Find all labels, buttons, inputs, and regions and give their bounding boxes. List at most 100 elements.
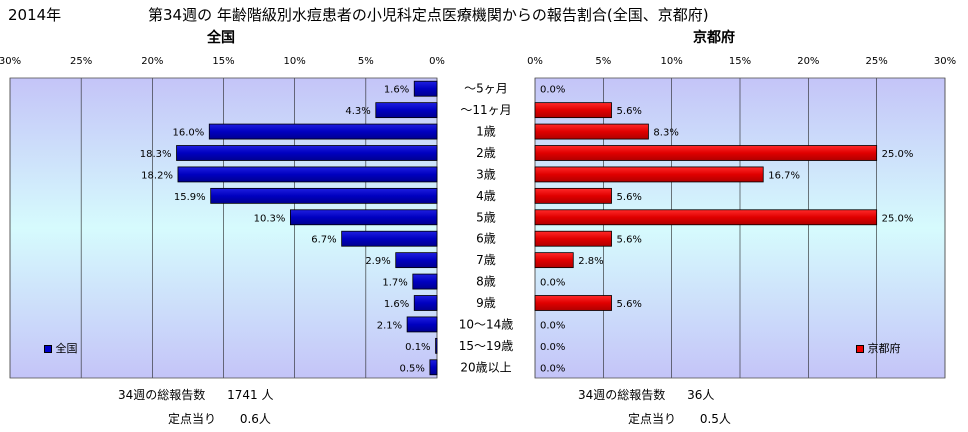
right-bar xyxy=(534,123,649,140)
right-bar-value-label: 25.0% xyxy=(882,213,914,224)
right-bar xyxy=(534,102,612,119)
right-summary-total: 34週の総報告数 36人 xyxy=(578,386,714,403)
right-bar-value-label: 5.6% xyxy=(617,192,642,203)
right-x-tick-label: 5% xyxy=(595,56,611,67)
right-bar-value-label: 16.7% xyxy=(768,170,800,181)
year-label: 2014年 xyxy=(8,6,62,24)
left-bar-value-label: 16.0% xyxy=(172,128,204,139)
right-per-value: 0.5人 xyxy=(699,412,731,426)
right-bar xyxy=(534,252,574,269)
left-bar xyxy=(208,123,438,140)
left-bar xyxy=(413,80,438,97)
left-bar xyxy=(375,102,438,119)
right-legend-label: 京都府 xyxy=(867,342,901,355)
left-plot-area: 0% 5% 10% 15% 20% 25% 30% 1.6% 4.3% 16.0%18.3% 18.… xyxy=(0,56,445,379)
right-bar-value-label: 0.0% xyxy=(540,342,565,353)
right-bar xyxy=(534,145,878,161)
right-x-tick-label: 30% xyxy=(934,56,956,67)
right-plot-border xyxy=(534,77,946,379)
category-label: 15～19歳 xyxy=(459,339,514,353)
left-x-tick-label: 15% xyxy=(212,56,234,67)
left-summary-total: 34週の総報告数 1741 人 xyxy=(118,386,273,403)
left-total-label: 34週の総報告数 xyxy=(118,388,206,402)
right-x-tick-label: 15% xyxy=(729,56,751,67)
right-bar xyxy=(534,166,764,183)
right-bar-value-label: 0.0% xyxy=(540,320,565,331)
left-bar xyxy=(289,209,438,226)
left-legend-swatch xyxy=(44,345,52,353)
right-total-label: 34週の総報告数 xyxy=(578,388,666,402)
left-x-tick-label: 20% xyxy=(141,56,163,67)
left-bar xyxy=(413,295,438,311)
right-legend-swatch xyxy=(856,345,864,353)
left-bar-value-label: 0.5% xyxy=(399,363,424,374)
right-bar xyxy=(534,209,878,226)
right-bar-value-label: 25.0% xyxy=(882,149,914,160)
left-bar-value-label: 1.6% xyxy=(384,85,409,96)
left-bar-value-label: 18.2% xyxy=(141,170,173,181)
left-bar-value-label: 2.1% xyxy=(377,320,402,331)
right-plot-area: 0% 5% 10% 15% 20% 25% 30% 0.0% 5.6% 8.3% 25.0% 16.7… xyxy=(527,56,956,379)
left-bar xyxy=(341,230,438,247)
category-label: 20歳以上 xyxy=(460,360,511,374)
category-label: 3歳 xyxy=(476,167,496,181)
right-total-value: 36人 xyxy=(687,388,715,402)
right-bar-value-label: 0.0% xyxy=(540,85,565,96)
right-bar-value-label: 2.8% xyxy=(578,256,603,267)
left-x-tick-label: 0% xyxy=(429,56,445,67)
left-per-label: 定点当り xyxy=(168,412,217,426)
left-bar-value-label: 1.7% xyxy=(382,278,407,289)
left-bar-value-label: 18.3% xyxy=(140,149,172,160)
left-bar-value-label: 10.3% xyxy=(254,213,286,224)
right-bar xyxy=(534,230,612,247)
right-bar-value-label: 5.6% xyxy=(617,235,642,246)
left-bar xyxy=(395,252,438,269)
left-bar xyxy=(177,166,438,183)
left-bar xyxy=(210,187,438,204)
left-plot-border xyxy=(9,77,438,379)
right-per-label: 定点当り xyxy=(628,412,677,426)
chart-main-title: 第34週の 年齢階級別水痘患者の小児科定点医療機関からの報告割合(全国、京都府) xyxy=(148,6,709,24)
left-x-tick-label: 5% xyxy=(358,56,374,67)
right-bar-value-label: 5.6% xyxy=(617,299,642,310)
left-bar xyxy=(412,273,438,290)
left-x-tick-label: 10% xyxy=(284,56,306,67)
category-label: 7歳 xyxy=(476,253,496,267)
category-label: 4歳 xyxy=(476,189,496,203)
right-x-tick-label: 20% xyxy=(797,56,819,67)
left-x-tick-label: 25% xyxy=(70,56,92,67)
left-bar xyxy=(435,337,438,354)
left-x-tick-label: 30% xyxy=(0,56,21,67)
right-bar-value-label: 5.6% xyxy=(617,106,642,117)
right-x-tick-label: 10% xyxy=(661,56,683,67)
category-label: 5歳 xyxy=(476,210,496,224)
left-bar-value-label: 2.9% xyxy=(365,256,390,267)
right-x-tick-label: 25% xyxy=(866,56,888,67)
left-bar-value-label: 4.3% xyxy=(345,106,370,117)
left-legend: 全国 xyxy=(44,340,78,356)
left-bar-value-label: 15.9% xyxy=(174,192,206,203)
right-bar xyxy=(534,295,612,311)
right-summary-per: 定点当り 0.5人 xyxy=(628,410,731,427)
left-bar-value-label: 0.1% xyxy=(405,342,430,353)
right-bar-value-label: 0.0% xyxy=(540,363,565,374)
category-label: 1歳 xyxy=(476,125,496,139)
category-label: 9歳 xyxy=(476,296,496,310)
right-x-tick-label: 0% xyxy=(527,56,543,67)
right-panel-title: 京都府 xyxy=(693,30,735,46)
category-label: 6歳 xyxy=(476,232,496,246)
left-per-value: 0.6人 xyxy=(239,412,271,426)
left-bar xyxy=(429,359,438,376)
category-label: 8歳 xyxy=(476,275,496,289)
left-legend-label: 全国 xyxy=(55,342,78,355)
right-bar xyxy=(534,187,612,204)
right-bar-value-label: 0.0% xyxy=(540,278,565,289)
category-label: ～5ヶ月 xyxy=(464,82,508,96)
left-panel-title: 全国 xyxy=(207,30,235,46)
left-total-value: 1741 人 xyxy=(227,388,274,402)
category-label: ～11ヶ月 xyxy=(460,103,511,117)
left-bar xyxy=(406,316,438,333)
left-bar-value-label: 1.6% xyxy=(384,299,409,310)
left-bar xyxy=(176,145,438,161)
